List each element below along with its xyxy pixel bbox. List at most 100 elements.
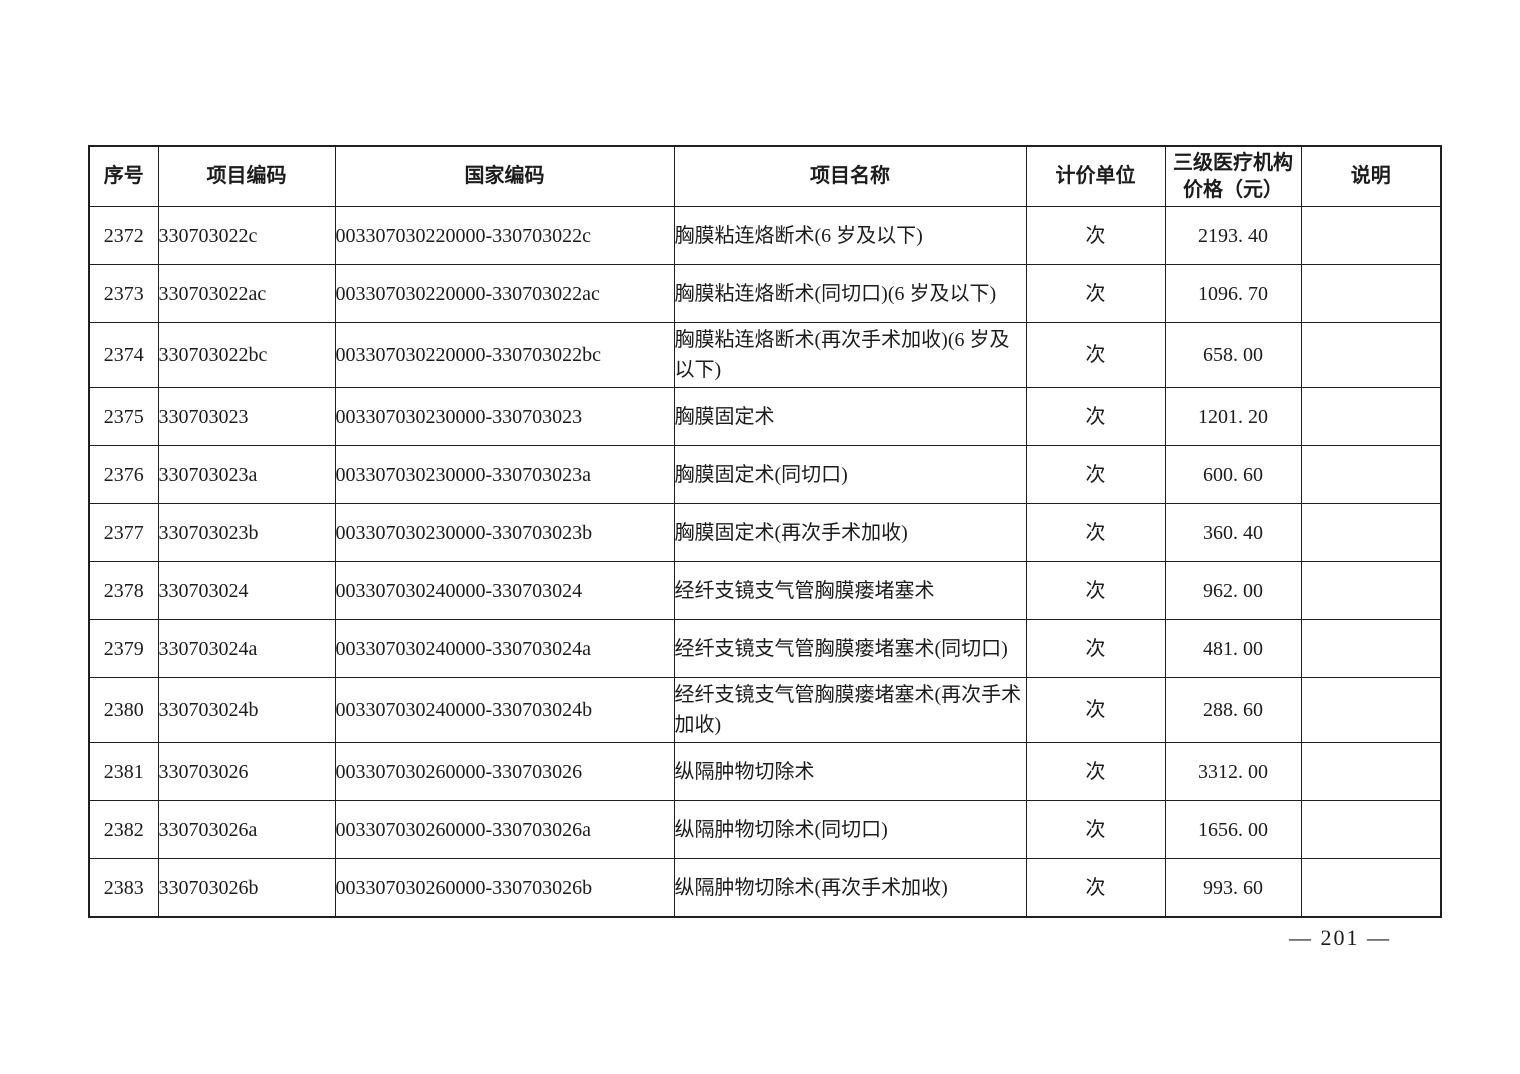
cell-index: 2378 xyxy=(88,561,159,620)
cell-index: 2381 xyxy=(88,742,159,801)
cell-price: 993. 60 xyxy=(1164,858,1302,918)
cell-project-code: 330703024b xyxy=(157,677,336,743)
cell-project-name: 经纤支镜支气管胸膜瘘堵塞术(再次手术加收) xyxy=(673,677,1027,743)
cell-national-code: 003307030260000-330703026a xyxy=(334,800,675,859)
cell-index: 2383 xyxy=(88,858,159,918)
cell-project-code: 330703024 xyxy=(157,561,336,620)
cell-note xyxy=(1300,561,1442,620)
cell-project-name: 纵隔肿物切除术 xyxy=(673,742,1027,801)
cell-unit: 次 xyxy=(1025,264,1166,323)
cell-index: 2375 xyxy=(88,387,159,446)
table-row: 2372 330703022c 003307030220000-33070302… xyxy=(88,206,1442,265)
cell-project-code: 330703023a xyxy=(157,445,336,504)
cell-project-name: 胸膜固定术(再次手术加收) xyxy=(673,503,1027,562)
cell-unit: 次 xyxy=(1025,619,1166,678)
cell-price: 288. 60 xyxy=(1164,677,1302,743)
cell-note xyxy=(1300,742,1442,801)
medical-price-table: 序号 项目编码 国家编码 项目名称 计价单位 三级医疗机构价格（元） 说明 23… xyxy=(88,145,1442,918)
cell-index: 2374 xyxy=(88,322,159,388)
cell-project-code: 330703026b xyxy=(157,858,336,918)
cell-price: 1096. 70 xyxy=(1164,264,1302,323)
cell-unit: 次 xyxy=(1025,387,1166,446)
cell-national-code: 003307030220000-330703022c xyxy=(334,206,675,265)
cell-index: 2376 xyxy=(88,445,159,504)
table-header: 序号 项目编码 国家编码 项目名称 计价单位 三级医疗机构价格（元） 说明 xyxy=(88,145,1442,207)
cell-price: 1656. 00 xyxy=(1164,800,1302,859)
cell-national-code: 003307030220000-330703022ac xyxy=(334,264,675,323)
cell-price: 2193. 40 xyxy=(1164,206,1302,265)
cell-unit: 次 xyxy=(1025,445,1166,504)
cell-unit: 次 xyxy=(1025,206,1166,265)
cell-index: 2373 xyxy=(88,264,159,323)
cell-price: 481. 00 xyxy=(1164,619,1302,678)
table-row: 2383 330703026b 003307030260000-33070302… xyxy=(88,858,1442,918)
column-header-note: 说明 xyxy=(1300,145,1442,207)
cell-project-name: 经纤支镜支气管胸膜瘘堵塞术 xyxy=(673,561,1027,620)
table-row: 2373 330703022ac 003307030220000-3307030… xyxy=(88,264,1442,323)
cell-note xyxy=(1300,619,1442,678)
cell-unit: 次 xyxy=(1025,677,1166,743)
column-header-unit: 计价单位 xyxy=(1025,145,1166,207)
table-row: 2381 330703026 003307030260000-330703026… xyxy=(88,742,1442,801)
cell-note xyxy=(1300,445,1442,504)
cell-national-code: 003307030240000-330703024a xyxy=(334,619,675,678)
cell-project-code: 330703023b xyxy=(157,503,336,562)
cell-index: 2379 xyxy=(88,619,159,678)
cell-note xyxy=(1300,677,1442,743)
cell-project-name: 胸膜粘连烙断术(再次手术加收)(6 岁及以下) xyxy=(673,322,1027,388)
cell-note xyxy=(1300,322,1442,388)
table-row: 2380 330703024b 003307030240000-33070302… xyxy=(88,677,1442,743)
cell-national-code: 003307030240000-330703024 xyxy=(334,561,675,620)
cell-project-name: 胸膜固定术(同切口) xyxy=(673,445,1027,504)
table-row: 2378 330703024 003307030240000-330703024… xyxy=(88,561,1442,620)
column-header-price: 三级医疗机构价格（元） xyxy=(1164,145,1302,207)
table-row: 2375 330703023 003307030230000-330703023… xyxy=(88,387,1442,446)
cell-project-code: 330703024a xyxy=(157,619,336,678)
cell-index: 2372 xyxy=(88,206,159,265)
cell-national-code: 003307030240000-330703024b xyxy=(334,677,675,743)
cell-project-code: 330703022ac xyxy=(157,264,336,323)
cell-unit: 次 xyxy=(1025,800,1166,859)
cell-project-name: 胸膜粘连烙断术(同切口)(6 岁及以下) xyxy=(673,264,1027,323)
header-row: 序号 项目编码 国家编码 项目名称 计价单位 三级医疗机构价格（元） 说明 xyxy=(88,145,1442,207)
table-row: 2374 330703022bc 003307030220000-3307030… xyxy=(88,322,1442,388)
cell-project-name: 经纤支镜支气管胸膜瘘堵塞术(同切口) xyxy=(673,619,1027,678)
cell-unit: 次 xyxy=(1025,742,1166,801)
cell-project-code: 330703023 xyxy=(157,387,336,446)
cell-project-name: 纵隔肿物切除术(再次手术加收) xyxy=(673,858,1027,918)
cell-note xyxy=(1300,264,1442,323)
cell-price: 360. 40 xyxy=(1164,503,1302,562)
cell-price: 1201. 20 xyxy=(1164,387,1302,446)
cell-note xyxy=(1300,800,1442,859)
column-header-index: 序号 xyxy=(88,145,159,207)
cell-price: 962. 00 xyxy=(1164,561,1302,620)
cell-index: 2380 xyxy=(88,677,159,743)
cell-note xyxy=(1300,503,1442,562)
table-row: 2376 330703023a 003307030230000-33070302… xyxy=(88,445,1442,504)
cell-unit: 次 xyxy=(1025,561,1166,620)
cell-project-name: 纵隔肿物切除术(同切口) xyxy=(673,800,1027,859)
cell-project-code: 330703026 xyxy=(157,742,336,801)
page-number: — 201 — xyxy=(1289,925,1391,950)
column-header-project-code: 项目编码 xyxy=(157,145,336,207)
cell-index: 2382 xyxy=(88,800,159,859)
cell-national-code: 003307030260000-330703026 xyxy=(334,742,675,801)
table-row: 2377 330703023b 003307030230000-33070302… xyxy=(88,503,1442,562)
table-row: 2382 330703026a 003307030260000-33070302… xyxy=(88,800,1442,859)
cell-national-code: 003307030220000-330703022bc xyxy=(334,322,675,388)
column-header-national-code: 国家编码 xyxy=(334,145,675,207)
cell-project-code: 330703022bc xyxy=(157,322,336,388)
cell-unit: 次 xyxy=(1025,858,1166,918)
cell-note xyxy=(1300,387,1442,446)
cell-note xyxy=(1300,206,1442,265)
cell-project-code: 330703022c xyxy=(157,206,336,265)
cell-note xyxy=(1300,858,1442,918)
cell-unit: 次 xyxy=(1025,503,1166,562)
cell-price: 3312. 00 xyxy=(1164,742,1302,801)
cell-project-name: 胸膜粘连烙断术(6 岁及以下) xyxy=(673,206,1027,265)
column-header-project-name: 项目名称 xyxy=(673,145,1027,207)
cell-project-name: 胸膜固定术 xyxy=(673,387,1027,446)
cell-index: 2377 xyxy=(88,503,159,562)
table-body: 2372 330703022c 003307030220000-33070302… xyxy=(88,206,1442,918)
